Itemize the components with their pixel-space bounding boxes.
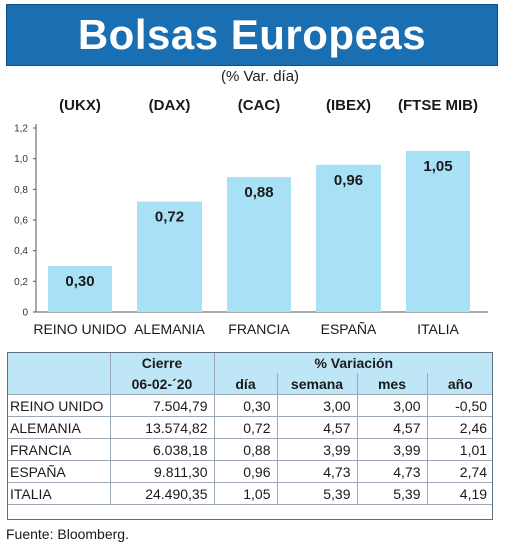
y-tick-label: 0,8	[14, 185, 28, 196]
bar	[137, 201, 202, 312]
header-cierre: Cierre	[109, 352, 214, 373]
bar	[406, 151, 470, 312]
data-label: 0,30	[65, 273, 94, 290]
data-label: 0,96	[334, 172, 363, 189]
title-banner: Bolsas Europeas	[6, 4, 498, 66]
row-semana: 4,73	[276, 460, 357, 483]
index-label: (DAX)	[149, 97, 191, 114]
y-tick-label: 1,0	[14, 154, 28, 165]
table-row: FRANCIA 6.038,18 0,88 3,99 3,99 1,01	[7, 438, 494, 461]
row-name: REINO UNIDO	[7, 394, 110, 417]
y-tick-label: 0,2	[14, 277, 28, 288]
category-label: FRANCIA	[228, 321, 290, 337]
row-mes: 3,00	[356, 394, 427, 417]
header-blank-cell	[7, 352, 110, 373]
row-dia: 0,30	[213, 394, 277, 417]
chart-subtitle: (% Var. día)	[220, 68, 300, 85]
row-mes: 5,39	[356, 482, 427, 505]
row-semana: 3,99	[276, 438, 357, 461]
row-dia: 0,96	[213, 460, 277, 483]
row-dia: 0,88	[213, 438, 277, 461]
bar	[48, 266, 112, 312]
table-row: ESPAÑA 9.811,30 0,96 4,73 4,73 2,74	[7, 460, 494, 483]
row-name: ALEMANIA	[7, 416, 110, 439]
row-name: FRANCIA	[7, 438, 110, 461]
index-label: (IBEX)	[326, 97, 371, 114]
row-semana: 5,39	[276, 482, 357, 505]
category-label: ESPAÑA	[321, 321, 377, 337]
data-label: 0,88	[244, 184, 273, 201]
row-name: ITALIA	[7, 482, 110, 505]
row-name: ESPAÑA	[7, 460, 110, 483]
header-semana: semana	[276, 373, 357, 395]
row-mes: 3,99	[356, 438, 427, 461]
y-tick-label: 0,4	[14, 246, 28, 257]
index-label: (FTSE MIB)	[398, 97, 478, 114]
header-anio: año	[426, 373, 494, 395]
chart-title: Bolsas Europeas	[77, 11, 427, 58]
data-table: Cierre % Variación 06-02-´20 día semana …	[7, 352, 494, 505]
table-row: ALEMANIA 13.574,82 0,72 4,57 4,57 2,46	[7, 416, 494, 439]
table-header-row-2: 06-02-´20 día semana mes año	[7, 373, 494, 395]
y-tick-label: 0,6	[14, 216, 28, 227]
row-mes: 4,73	[356, 460, 427, 483]
row-cierre: 7.504,79	[109, 394, 214, 417]
row-cierre: 6.038,18	[109, 438, 214, 461]
header-dia: día	[213, 373, 277, 395]
table-header-row-1: Cierre % Variación	[7, 352, 494, 373]
row-dia: 1,05	[213, 482, 277, 505]
table-row: REINO UNIDO 7.504,79 0,30 3,00 3,00 -0,5…	[7, 394, 494, 417]
category-label: ITALIA	[417, 321, 459, 337]
data-label: 1,05	[423, 158, 452, 175]
row-semana: 3,00	[276, 394, 357, 417]
data-label: 0,72	[155, 209, 184, 226]
row-anio: 4,19	[426, 482, 494, 505]
table-row: ITALIA 24.490,35 1,05 5,39 5,39 4,19	[7, 482, 494, 505]
bar-chart: (UKX) (DAX) (CAC) (IBEX) (FTSE MIB) 0 0,2 0,4 0,…	[14, 97, 488, 337]
row-semana: 4,57	[276, 416, 357, 439]
row-cierre: 9.811,30	[109, 460, 214, 483]
category-label: REINO UNIDO	[33, 321, 126, 337]
y-tick-label: 1,2	[14, 124, 28, 135]
category-label: ALEMANIA	[134, 321, 205, 337]
source-note: Fuente: Bloomberg.	[6, 526, 129, 542]
header-variacion: % Variación	[213, 352, 494, 373]
index-label: (UKX)	[59, 97, 101, 114]
row-anio: -0,50	[426, 394, 494, 417]
row-anio: 2,74	[426, 460, 494, 483]
bar	[227, 177, 291, 312]
bar	[316, 164, 381, 312]
row-cierre: 24.490,35	[109, 482, 214, 505]
header-date: 06-02-´20	[109, 373, 214, 395]
index-label: (CAC)	[238, 97, 281, 114]
row-cierre: 13.574,82	[109, 416, 214, 439]
header-mes: mes	[356, 373, 427, 395]
row-anio: 2,46	[426, 416, 494, 439]
header-blank-cell	[7, 373, 110, 395]
y-tick-label: 0	[22, 308, 28, 319]
row-mes: 4,57	[356, 416, 427, 439]
row-anio: 1,01	[426, 438, 494, 461]
row-dia: 0,72	[213, 416, 277, 439]
